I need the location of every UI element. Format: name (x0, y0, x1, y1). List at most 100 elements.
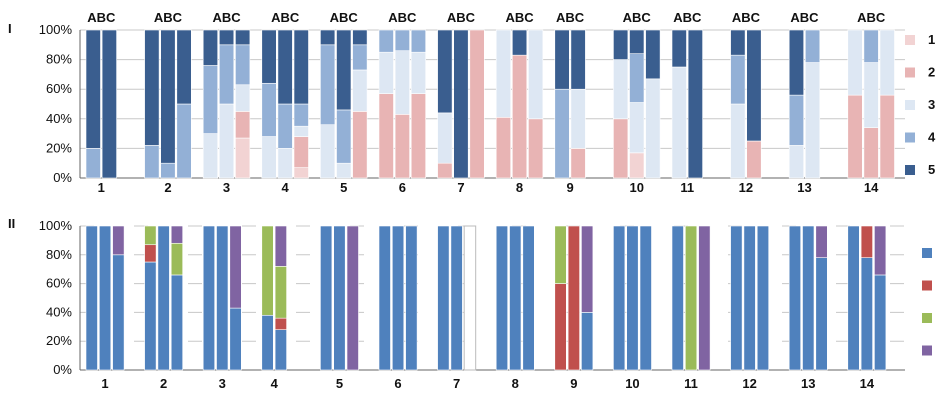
bar-segment-1 (235, 137, 251, 179)
bar-segment-1 (847, 225, 860, 371)
bar-segment-1 (216, 225, 229, 371)
y-tick-label: 40% (46, 304, 72, 319)
group-header-label: ABC (556, 10, 585, 25)
x-tick-label: 13 (801, 376, 815, 391)
bar-segment-3 (437, 112, 453, 164)
bar-segment-3 (170, 242, 183, 276)
bar-segment-3 (261, 225, 274, 316)
bar-segment-2 (410, 93, 427, 179)
bar-segment-2 (394, 114, 410, 179)
bar-segment-5 (219, 29, 235, 46)
bar-segment-3 (528, 29, 544, 120)
bar-segment-5 (788, 29, 805, 96)
bar-segment-1 (99, 225, 112, 371)
x-tick-label: 6 (399, 180, 406, 195)
group-header-label: ABC (271, 10, 300, 25)
legend-label: 5 (928, 162, 935, 177)
bar-segment-5 (730, 29, 746, 56)
bar-segment-3 (863, 62, 879, 128)
bar-segment-4 (293, 103, 309, 127)
y-tick-label: 100% (39, 22, 73, 37)
bar-segment-1 (229, 307, 242, 371)
bar-segment-4 (320, 44, 336, 126)
bar-segment-4 (219, 44, 235, 105)
bar-segment-1 (626, 225, 639, 371)
y-tick-label: 0% (53, 362, 72, 377)
bar-segment-4 (730, 54, 746, 105)
bar-segment-3 (235, 84, 251, 112)
bar-segment-4 (170, 225, 183, 244)
x-tick-label: 14 (860, 376, 875, 391)
bar-segment-2 (293, 136, 309, 168)
legend-swatch-3 (922, 313, 932, 323)
bar-segment-1 (261, 314, 274, 371)
bar-segment-3 (847, 29, 863, 96)
legend-swatch-3 (905, 100, 915, 110)
x-tick-label: 2 (160, 376, 167, 391)
bar-segment-3 (219, 103, 235, 179)
bar-segment-2 (746, 140, 762, 179)
bar-segment-4 (863, 29, 879, 63)
y-tick-label: 60% (46, 276, 72, 291)
bar-segment-5 (176, 29, 192, 105)
bar-segment-1 (112, 254, 125, 371)
bar-segment-2 (378, 93, 394, 179)
bar-segment-1 (613, 225, 626, 371)
bar-segment-1 (802, 225, 815, 371)
bar-segment-3 (804, 62, 821, 179)
y-tick-label: 80% (46, 52, 72, 67)
y-tick-label: 0% (53, 170, 72, 185)
bar-segment-4 (160, 162, 176, 179)
bar-segment-4 (176, 103, 192, 179)
bar-segment-5 (554, 29, 570, 90)
group-header-label: ABC (154, 10, 183, 25)
legend-label: 3 (928, 97, 935, 112)
bar-segment-2 (352, 111, 368, 179)
bar-segment-4 (144, 145, 160, 179)
bar-segment-2 (860, 225, 873, 258)
bar-segment-1 (509, 225, 522, 371)
bar-segment-5 (511, 29, 528, 56)
legend-label: 1 (928, 32, 935, 47)
bar-segment-3 (144, 225, 157, 246)
legend-swatch-1 (922, 248, 932, 258)
group-header-label: ABC (673, 10, 702, 25)
bar-segment-2 (144, 244, 157, 263)
legend-swatch-5 (905, 165, 915, 175)
bar-segment-5 (645, 29, 661, 80)
bar-segment-1 (274, 329, 287, 371)
bar-segment-2 (554, 283, 567, 371)
panel-label: II (8, 216, 15, 231)
bar-segment-4 (229, 225, 242, 309)
bar-segment-3 (320, 124, 336, 179)
bar-segment-3 (495, 29, 512, 118)
bar-segment-3 (410, 51, 427, 94)
bar-segment-5 (320, 29, 336, 46)
legend-label: 4 (928, 130, 936, 145)
x-tick-label: 12 (739, 180, 753, 195)
bar-segment-4 (874, 225, 887, 276)
group-header-label: ABC (505, 10, 534, 25)
group-header-label: ABC (623, 10, 652, 25)
group-header-label: ABC (857, 10, 886, 25)
x-tick-label: 10 (630, 180, 644, 195)
bar-segment-4 (629, 53, 645, 103)
bar-segment-3 (554, 225, 567, 284)
bar-segment-3 (684, 225, 698, 371)
x-tick-label: 12 (742, 376, 756, 391)
bar-segment-5 (277, 29, 293, 105)
x-tick-label: 2 (164, 180, 171, 195)
x-tick-label: 14 (864, 180, 879, 195)
bar-segment-1 (85, 225, 98, 371)
x-tick-label: 11 (684, 376, 698, 391)
bar-segment-1 (157, 225, 170, 371)
bar-segment-2 (879, 94, 895, 179)
bar-segment-5 (202, 29, 218, 66)
bar-segment-3 (629, 102, 645, 154)
x-tick-label: 1 (98, 180, 105, 195)
bar-segment-4 (346, 225, 359, 371)
bar-segment-4 (261, 82, 277, 137)
y-tick-label: 20% (46, 333, 72, 348)
x-tick-label: 11 (680, 180, 694, 195)
